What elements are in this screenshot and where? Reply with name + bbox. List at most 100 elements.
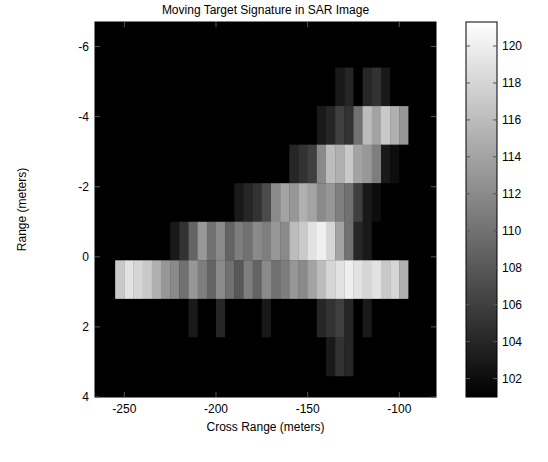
cell bbox=[354, 145, 363, 184]
cell bbox=[216, 260, 225, 299]
cell bbox=[289, 222, 298, 261]
cell bbox=[198, 68, 207, 107]
cell bbox=[280, 260, 289, 299]
colorbar-tick bbox=[466, 46, 470, 47]
cell bbox=[216, 68, 225, 107]
colorbar-tick bbox=[466, 341, 470, 342]
y-tick bbox=[431, 256, 436, 257]
y-tick bbox=[431, 46, 436, 47]
cell bbox=[198, 299, 207, 338]
cell bbox=[427, 337, 436, 376]
cell bbox=[372, 106, 381, 145]
cell bbox=[134, 337, 143, 376]
cell bbox=[189, 260, 198, 299]
colorbar-tick bbox=[466, 267, 470, 268]
cell bbox=[262, 299, 271, 338]
y-tick bbox=[95, 116, 100, 117]
y-axis-title: Range (meters) bbox=[15, 168, 29, 251]
cell bbox=[280, 337, 289, 376]
cell bbox=[106, 260, 115, 299]
cell bbox=[289, 299, 298, 338]
colorbar-tick bbox=[466, 156, 470, 157]
cell bbox=[409, 222, 418, 261]
cell bbox=[179, 68, 188, 107]
cell bbox=[308, 337, 317, 376]
cell bbox=[354, 299, 363, 338]
cell bbox=[390, 260, 399, 299]
y-tick bbox=[95, 256, 100, 257]
colorbar-tick-label: 106 bbox=[502, 298, 522, 312]
cells bbox=[97, 68, 436, 377]
cell bbox=[225, 337, 234, 376]
cell bbox=[390, 145, 399, 184]
cell bbox=[106, 68, 115, 107]
cell bbox=[289, 183, 298, 222]
cell bbox=[299, 222, 308, 261]
cell bbox=[106, 183, 115, 222]
x-tick-label: -150 bbox=[296, 402, 320, 416]
cell bbox=[244, 299, 253, 338]
cell bbox=[161, 222, 170, 261]
cell bbox=[381, 222, 390, 261]
colorbar-tick bbox=[466, 230, 470, 231]
cell bbox=[143, 260, 152, 299]
cell bbox=[134, 68, 143, 107]
cell bbox=[271, 299, 280, 338]
cell bbox=[198, 106, 207, 145]
colorbar-tick bbox=[493, 156, 497, 157]
cell bbox=[381, 337, 390, 376]
cell bbox=[418, 106, 427, 145]
cell bbox=[363, 106, 372, 145]
cell bbox=[335, 222, 344, 261]
cell bbox=[124, 260, 133, 299]
cell bbox=[409, 183, 418, 222]
cell bbox=[427, 260, 436, 299]
cell bbox=[390, 222, 399, 261]
cell bbox=[170, 183, 179, 222]
cell bbox=[354, 68, 363, 107]
cell bbox=[390, 299, 399, 338]
cell bbox=[418, 145, 427, 184]
cell bbox=[244, 68, 253, 107]
cell bbox=[253, 299, 262, 338]
cell bbox=[390, 68, 399, 107]
cell bbox=[299, 337, 308, 376]
cell bbox=[244, 222, 253, 261]
cell bbox=[97, 222, 106, 261]
cell bbox=[134, 183, 143, 222]
x-tick bbox=[124, 392, 125, 397]
cell bbox=[198, 260, 207, 299]
cell bbox=[308, 183, 317, 222]
cell bbox=[399, 299, 408, 338]
y-tick bbox=[431, 397, 436, 398]
cell bbox=[106, 145, 115, 184]
cell bbox=[317, 183, 326, 222]
cell bbox=[326, 222, 335, 261]
cell bbox=[363, 183, 372, 222]
cell bbox=[372, 260, 381, 299]
y-tick-label: -2 bbox=[78, 180, 89, 194]
cell bbox=[262, 106, 271, 145]
cell bbox=[344, 68, 353, 107]
x-tick-label: -200 bbox=[204, 402, 228, 416]
cell bbox=[299, 68, 308, 107]
cell bbox=[152, 183, 161, 222]
x-tick-label: -100 bbox=[387, 402, 411, 416]
cell bbox=[143, 106, 152, 145]
cell bbox=[244, 337, 253, 376]
cell bbox=[326, 260, 335, 299]
cell bbox=[280, 145, 289, 184]
cell bbox=[344, 260, 353, 299]
cell bbox=[317, 299, 326, 338]
y-tick bbox=[431, 116, 436, 117]
cell bbox=[299, 299, 308, 338]
cell bbox=[234, 337, 243, 376]
cell bbox=[399, 337, 408, 376]
colorbar-tick bbox=[493, 46, 497, 47]
cell bbox=[308, 106, 317, 145]
cell bbox=[189, 222, 198, 261]
cell bbox=[189, 337, 198, 376]
cell bbox=[207, 183, 216, 222]
cell bbox=[363, 260, 372, 299]
cell bbox=[97, 106, 106, 145]
